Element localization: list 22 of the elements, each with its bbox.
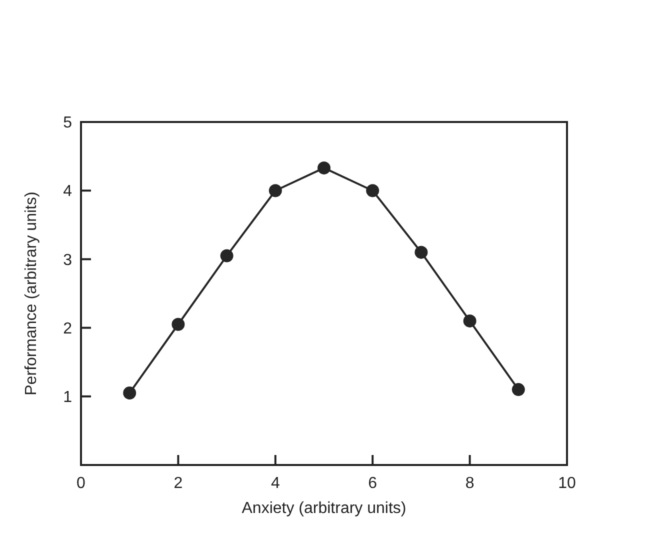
point bbox=[512, 383, 525, 396]
point bbox=[268, 184, 282, 198]
x-tick-label: 8 bbox=[465, 475, 474, 492]
point bbox=[318, 161, 330, 174]
point bbox=[220, 249, 234, 262]
x-tick-label: 10 bbox=[558, 475, 576, 492]
y-tick-label: 4 bbox=[63, 183, 72, 200]
y-tick-label: 3 bbox=[63, 252, 72, 269]
x-tick-label: 6 bbox=[368, 475, 378, 492]
point bbox=[172, 318, 185, 331]
point bbox=[414, 246, 428, 259]
y-tick-label: 1 bbox=[63, 389, 72, 406]
x-tick-label: 4 bbox=[270, 475, 280, 492]
y-tick-label: 2 bbox=[63, 320, 72, 338]
point bbox=[123, 386, 136, 400]
y-tick-label: 5 bbox=[63, 114, 72, 132]
y-axis-title: Performance (arbitrary units) bbox=[23, 192, 40, 396]
x-axis-title: Anxiety (arbitrary units) bbox=[242, 500, 406, 517]
point bbox=[463, 314, 476, 328]
x-tick-label: 2 bbox=[174, 475, 183, 492]
x-tick-label: 0 bbox=[76, 475, 86, 492]
point bbox=[366, 184, 380, 198]
